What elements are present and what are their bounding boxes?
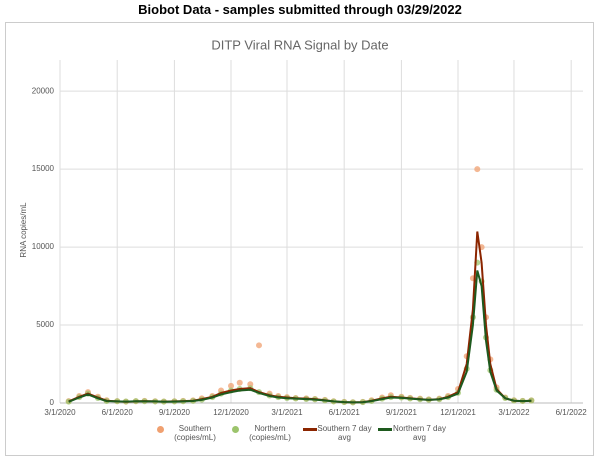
y-tick-label: 10000	[32, 242, 55, 251]
x-tick-label: 3/1/2020	[44, 408, 76, 417]
legend-item: Northern (copies/mL)	[228, 424, 298, 442]
point	[228, 382, 235, 389]
avg-line	[68, 270, 532, 404]
y-axis-label: RNA copies/mL	[19, 202, 28, 258]
legend-label: Northern 7 day avg	[393, 424, 446, 442]
x-tick-label: 12/1/2020	[213, 408, 249, 417]
y-tick-label: 5000	[36, 320, 54, 329]
x-tick-label: 6/1/2022	[556, 408, 588, 417]
point	[256, 342, 263, 349]
legend-item: Northern 7 day avg	[377, 424, 448, 442]
x-tick-label: 6/1/2021	[329, 408, 361, 417]
y-tick-label: 15000	[32, 164, 55, 173]
x-tick-label: 9/1/2021	[386, 408, 418, 417]
avg-line	[68, 231, 532, 404]
page-title: Biobot Data - samples submitted through …	[138, 2, 462, 17]
x-tick-label: 9/1/2020	[159, 408, 191, 417]
chart-title: DITP Viral RNA Signal by Date	[211, 37, 388, 52]
legend-label: Southern (copies/mL)	[174, 424, 216, 442]
legend-label: Northern (copies/mL)	[249, 424, 291, 442]
legend-swatch	[156, 426, 164, 433]
chart-frame	[5, 22, 594, 456]
legend-label: Southern 7 day avg	[317, 424, 372, 442]
legend-swatch	[377, 428, 392, 431]
legend: Southern (copies/mL) Northern (copies/mL)…	[150, 424, 450, 442]
y-tick-label: 0	[50, 398, 55, 407]
legend-swatch	[302, 428, 317, 431]
legend-item: Southern (copies/mL)	[153, 424, 223, 442]
point	[474, 166, 481, 173]
x-tick-label: 6/1/2020	[102, 408, 134, 417]
y-tick-label: 20000	[32, 86, 55, 95]
point	[236, 379, 243, 386]
legend-swatch	[231, 426, 239, 433]
x-tick-label: 3/1/2022	[498, 408, 530, 417]
x-tick-label: 3/1/2021	[271, 408, 303, 417]
x-tick-label: 12/1/2021	[440, 408, 476, 417]
legend-item: Southern 7 day avg	[302, 424, 373, 442]
